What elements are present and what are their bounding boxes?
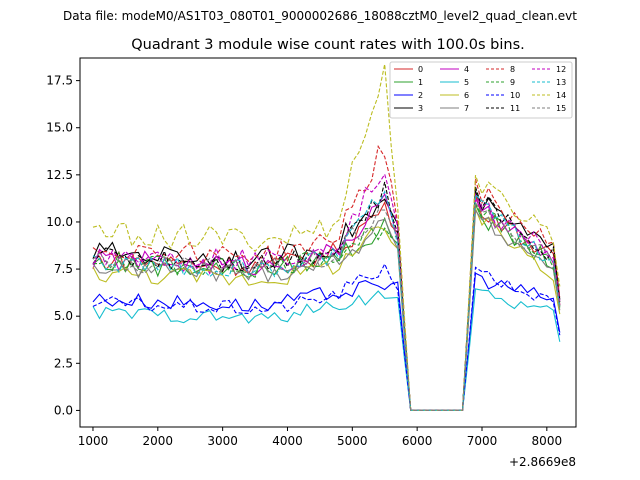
legend-label-10: 10 (510, 91, 520, 100)
series-line-11 (92, 181, 561, 411)
legend-label-6: 6 (464, 91, 469, 100)
chart-title: Quadrant 3 module wise count rates with … (131, 37, 525, 53)
legend-label-11: 11 (510, 104, 520, 113)
y-tick-label: 0.0 (54, 403, 73, 417)
legend-label-1: 1 (418, 78, 423, 87)
y-tick-label: 5.0 (54, 309, 73, 323)
x-tick-label: 3000 (207, 434, 238, 448)
series-line-8 (92, 144, 561, 411)
legend-label-4: 4 (464, 65, 469, 74)
plot-lines (92, 64, 561, 411)
series-line-10 (92, 262, 561, 411)
x-axis: 1000 2000 3000 4000 5000 6000 7000 8000 (78, 427, 562, 448)
legend-label-14: 14 (556, 91, 566, 100)
y-tick-label: 15.0 (46, 121, 73, 135)
x-tick-label: 5000 (337, 434, 368, 448)
legend-label-7: 7 (464, 104, 469, 113)
x-tick-label: 8000 (532, 434, 563, 448)
legend-label-15: 15 (556, 104, 566, 113)
y-tick-label: 7.5 (54, 262, 73, 276)
series-line-15 (92, 201, 561, 411)
series-line-9 (93, 202, 561, 411)
data-file-label: Data file: modeM0/AS1T03_080T01_90000026… (63, 9, 577, 23)
legend-label-8: 8 (510, 65, 515, 74)
series-line-3 (92, 190, 561, 411)
legend-label-3: 3 (418, 104, 423, 113)
x-tick-label: 6000 (402, 434, 433, 448)
legend-label-12: 12 (556, 65, 566, 74)
y-tick-label: 17.5 (46, 74, 73, 88)
series-line-2 (92, 272, 561, 411)
y-tick-label: 12.5 (46, 168, 73, 182)
legend-label-13: 13 (556, 78, 566, 87)
legend-box (389, 61, 573, 119)
series-line-12 (92, 172, 561, 411)
legend-label-5: 5 (464, 78, 469, 87)
series-line-7 (92, 208, 561, 411)
legend-label-2: 2 (418, 91, 423, 100)
series-line-4 (92, 192, 561, 411)
legend-label-0: 0 (418, 65, 423, 74)
legend-label-9: 9 (510, 78, 515, 87)
x-tick-label: 2000 (143, 434, 174, 448)
series-line-14 (92, 64, 561, 411)
x-tick-label: 4000 (272, 434, 303, 448)
series-line-6 (92, 208, 561, 411)
series-line-5 (92, 288, 561, 411)
x-offset-label: +2.8669e8 (509, 455, 576, 469)
series-line-13 (92, 190, 561, 411)
y-tick-label: 10.0 (46, 215, 73, 229)
plot-frame (79, 57, 577, 428)
x-tick-label: 1000 (78, 434, 109, 448)
x-tick-label: 7000 (467, 434, 498, 448)
y-tick-label: 2.5 (54, 356, 73, 370)
y-axis: 0.0 2.5 5.0 7.5 10.0 12.5 15.0 17.5 (46, 74, 80, 417)
